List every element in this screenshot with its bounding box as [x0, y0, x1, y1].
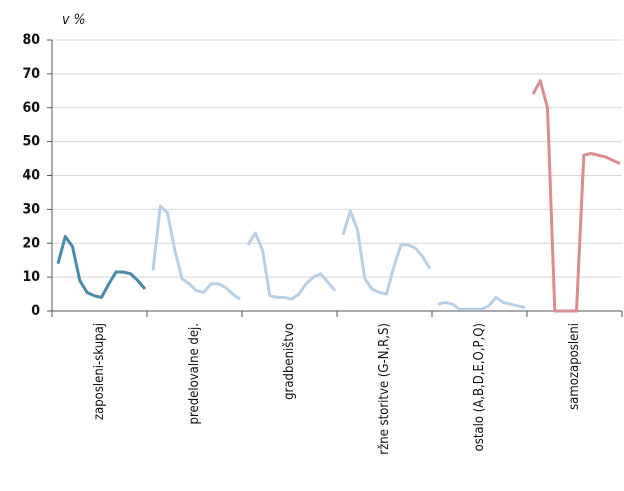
y-tick-label: 0 — [31, 303, 40, 319]
y-tick-label: 40 — [22, 168, 40, 184]
y-tick-label: 10 — [22, 269, 40, 285]
line — [437, 295, 526, 311]
y-tick-label: 30 — [22, 201, 40, 217]
x-tick-label: ostalo (A,B,D,E,O,P,Q) — [472, 323, 487, 451]
x-tick-label: zaposleni-skupaj — [92, 323, 107, 420]
line — [246, 231, 337, 301]
x-tick-label: ržne storitve (G-N,R,S) — [377, 323, 392, 455]
line — [341, 209, 432, 296]
x-tick-label: predelovalne dej. — [187, 323, 202, 424]
y-tick-label: 60 — [22, 100, 40, 116]
line — [531, 79, 621, 313]
y-axis-label: v % — [62, 12, 85, 28]
y-tick-label: 50 — [22, 134, 40, 150]
line — [151, 204, 241, 301]
y-tick-label: 80 — [22, 32, 40, 48]
line — [56, 235, 147, 299]
x-tick-label: gradbeništvo — [282, 323, 297, 400]
y-tick-label: 70 — [22, 66, 40, 82]
x-tick-label: samozaposleni — [567, 323, 582, 410]
y-tick-label: 20 — [22, 235, 40, 251]
